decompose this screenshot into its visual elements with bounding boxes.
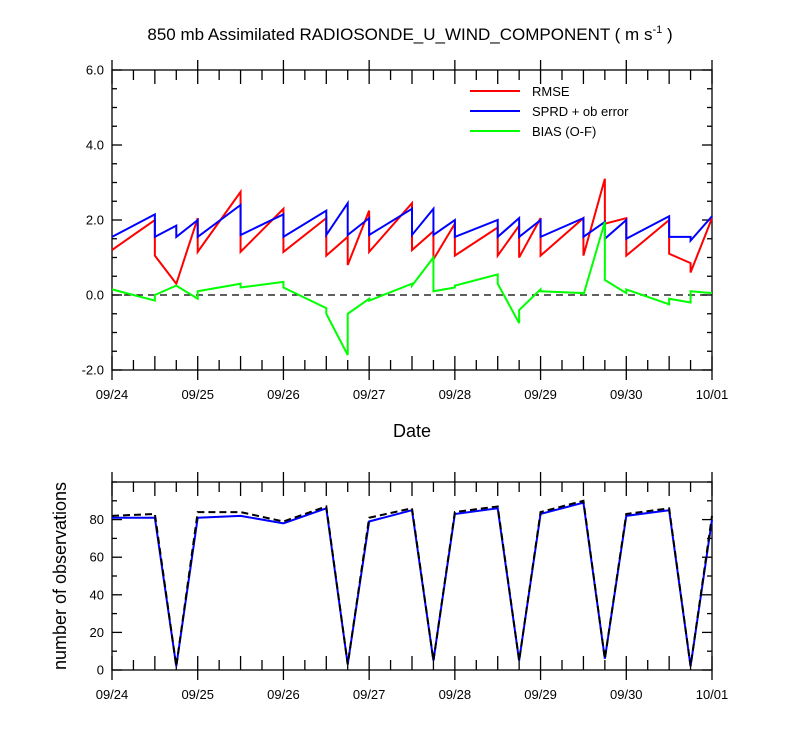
- top-series-bias-o-f-line: [111, 221, 713, 356]
- top-y-tick-label: 2.0: [86, 213, 104, 228]
- top-x-tick-label: 09/24: [96, 387, 129, 402]
- legend-label-0: RMSE: [532, 84, 570, 99]
- top-y-tick-label: 0.0: [86, 288, 104, 303]
- legend-label-2: BIAS (O-F): [532, 124, 596, 139]
- top-x-tick-label: 09/27: [353, 387, 386, 402]
- bottom-y-tick-label: 20: [90, 625, 104, 640]
- top-series-sprd-ob-error-line: [111, 199, 713, 244]
- top-y-tick-label: 4.0: [86, 138, 104, 153]
- bottom-panel: 0 20 40 60 80 09/24 09/25 09/26 09/27 09/28 09/29 0…: [90, 472, 729, 702]
- bottom-y-tick-label: 40: [90, 587, 104, 602]
- legend-label-1: SPRD + ob error: [532, 104, 629, 119]
- bottom-x-tick-label: 09/30: [610, 687, 643, 702]
- top-x-tick-label: 09/28: [439, 387, 472, 402]
- chart-title-end: ): [662, 25, 672, 44]
- bottom-x-tick-label: 09/24: [96, 687, 129, 702]
- bottom-x-tick-label: 09/27: [353, 687, 386, 702]
- top-x-tick-label: 09/29: [524, 387, 557, 402]
- bottom-series-obs-used-line: [112, 501, 713, 667]
- bottom-y-tick-label: 0: [97, 663, 104, 678]
- bottom-x-tick-label: 09/25: [181, 687, 214, 702]
- bottom-y-tick-label: 60: [90, 550, 104, 565]
- bottom-x-tick-label: 10/01: [696, 687, 729, 702]
- top-x-tick-label: 10/01: [696, 387, 729, 402]
- chart-title-superscript: -1: [652, 24, 662, 36]
- bottom-series-obs-available-line: [111, 499, 713, 667]
- top-x-tick-label: 09/26: [267, 387, 300, 402]
- bottom-x-tick-label: 09/26: [267, 687, 300, 702]
- top-x-tick-label: 09/25: [181, 387, 214, 402]
- top-y-tick-label: 6.0: [86, 63, 104, 78]
- chart-title-main: 850 mb Assimilated RADIOSONDE_U_WIND_COM…: [147, 25, 652, 44]
- top-y-tick-label: -2.0: [82, 363, 104, 378]
- bottom-x-tick-label: 09/28: [439, 687, 472, 702]
- top-x-tick-label: 09/30: [610, 387, 643, 402]
- top-panel: -2.0 0.0 2.0 4.0 6.0 09/24 09/25 09/26 09/27 09/2…: [82, 60, 729, 402]
- bottom-y-axis-title: number of observations: [50, 482, 70, 670]
- bottom-y-tick-label: 80: [90, 512, 104, 527]
- chart-title: 850 mb Assimilated RADIOSONDE_U_WIND_COM…: [147, 24, 672, 44]
- bottom-x-tick-label: 09/29: [524, 687, 557, 702]
- top-x-axis-title: Date: [393, 421, 431, 441]
